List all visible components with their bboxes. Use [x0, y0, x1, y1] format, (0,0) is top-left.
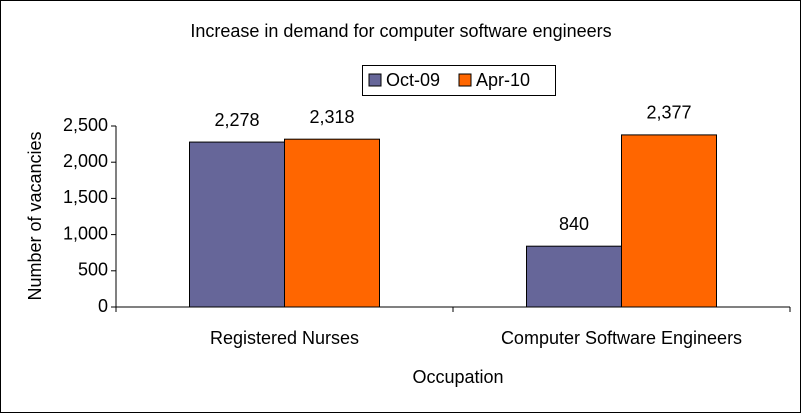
legend-label: Apr-10 [476, 70, 530, 90]
value-label: 840 [559, 214, 589, 234]
y-axis-title: Number of vacancies [25, 131, 45, 300]
y-tick-label: 500 [78, 260, 108, 280]
y-tick-label: 1,000 [63, 223, 108, 243]
value-label: 2,278 [214, 110, 259, 130]
bar [189, 141, 285, 308]
y-tick-label: 1,500 [63, 187, 108, 207]
x-axis-title: Occupation [412, 367, 503, 387]
bar [526, 245, 622, 308]
value-label: 2,377 [646, 103, 691, 123]
x-tick-label: Computer Software Engineers [501, 328, 742, 348]
y-tick-label: 2,500 [63, 115, 108, 135]
legend-label: Oct-09 [386, 70, 440, 90]
legend-swatch [458, 73, 472, 87]
x-tick-label: Registered Nurses [210, 328, 359, 348]
chart-title: Increase in demand for computer software… [190, 21, 611, 41]
bar [284, 138, 380, 308]
bar [621, 134, 717, 308]
y-tick-label: 0 [98, 296, 108, 316]
legend-swatch [368, 73, 382, 87]
y-tick-label: 2,000 [63, 151, 108, 171]
value-label: 2,318 [309, 107, 354, 127]
